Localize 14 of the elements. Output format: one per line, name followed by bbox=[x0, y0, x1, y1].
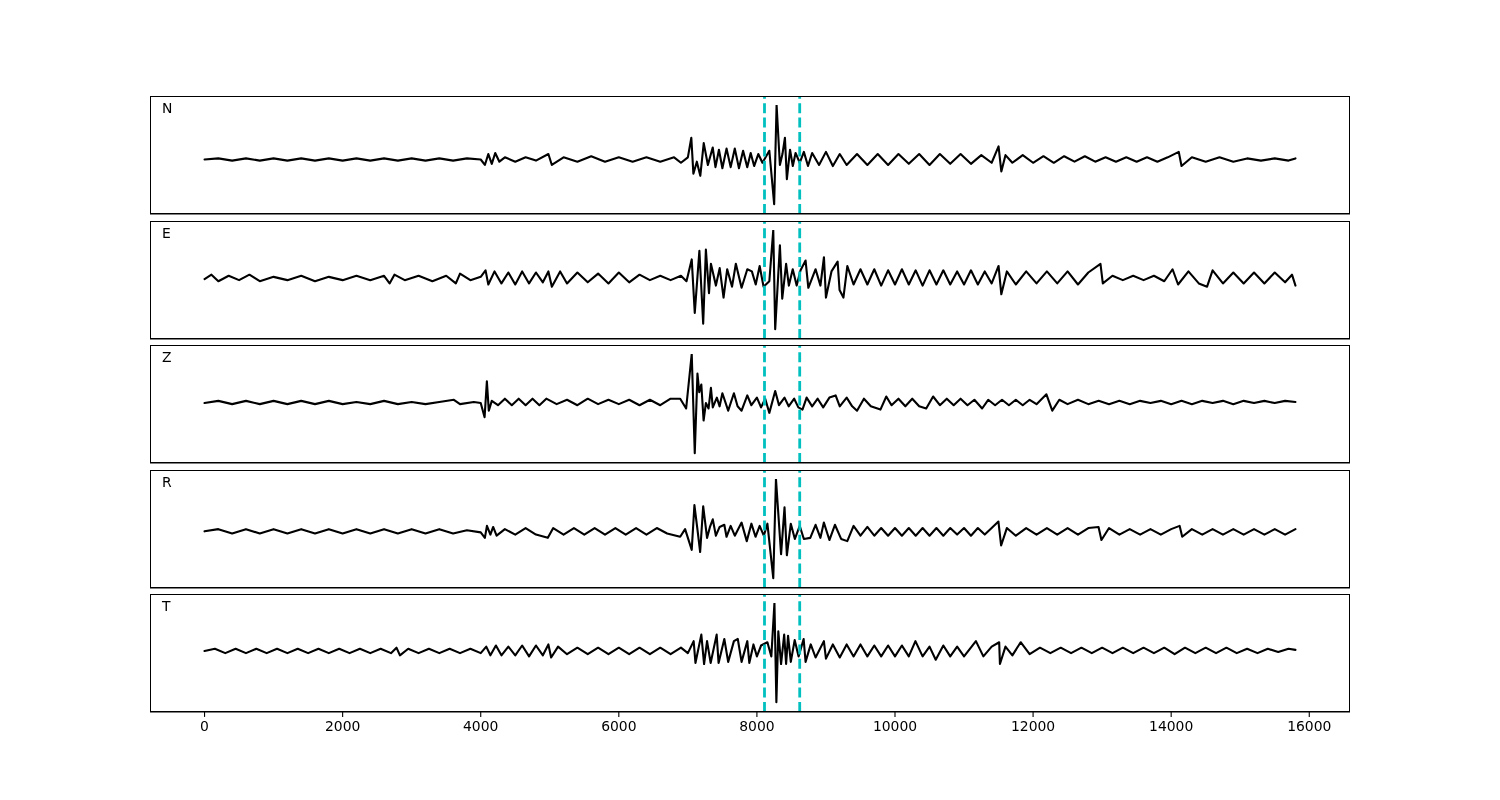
x-tick-label: 0 bbox=[200, 718, 209, 735]
annotation: N bbox=[162, 100, 173, 116]
x-tick-label: 4000 bbox=[463, 718, 499, 735]
x-tick-label: 12000 bbox=[1010, 718, 1056, 735]
x-tick-label: 10000 bbox=[872, 718, 918, 735]
annotation: E bbox=[162, 224, 171, 241]
annotation: Z bbox=[162, 349, 172, 366]
x-tick-label: 16000 bbox=[1287, 718, 1332, 735]
x-tick-label: 14000 bbox=[1149, 718, 1194, 735]
annotation: R bbox=[162, 473, 172, 490]
x-tick-label: 6000 bbox=[601, 718, 637, 735]
x-tick-label: 2000 bbox=[324, 718, 361, 735]
x-tick-label: 8000 bbox=[739, 718, 775, 735]
annotation: T bbox=[162, 598, 171, 615]
